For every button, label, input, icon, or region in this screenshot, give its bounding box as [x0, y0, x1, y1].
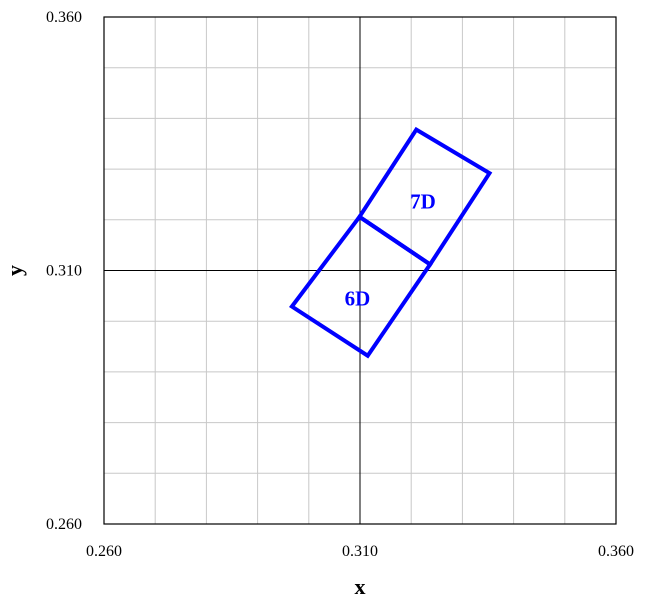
x-tick-label: 0.310 — [342, 543, 378, 560]
plot-frame — [103, 16, 617, 525]
region-7d-label: 7D — [410, 190, 436, 214]
regions: 6D 7D — [289, 126, 493, 359]
x-tick-label: 0.360 — [598, 543, 634, 560]
y-tick-label: 0.310 — [46, 263, 82, 280]
center-lines — [104, 17, 616, 524]
y-tick-label: 0.260 — [46, 516, 82, 533]
region-6d-label: 6D — [345, 286, 371, 310]
x-axis-title: x — [355, 574, 366, 599]
x-tick-label: 0.260 — [86, 543, 122, 560]
y-axis-title: y — [2, 265, 27, 276]
tick-labels: 0.260 0.310 0.360 0.260 0.310 0.360 — [46, 9, 634, 560]
region-7d-outline — [356, 126, 493, 268]
y-tick-label: 0.360 — [46, 9, 82, 26]
